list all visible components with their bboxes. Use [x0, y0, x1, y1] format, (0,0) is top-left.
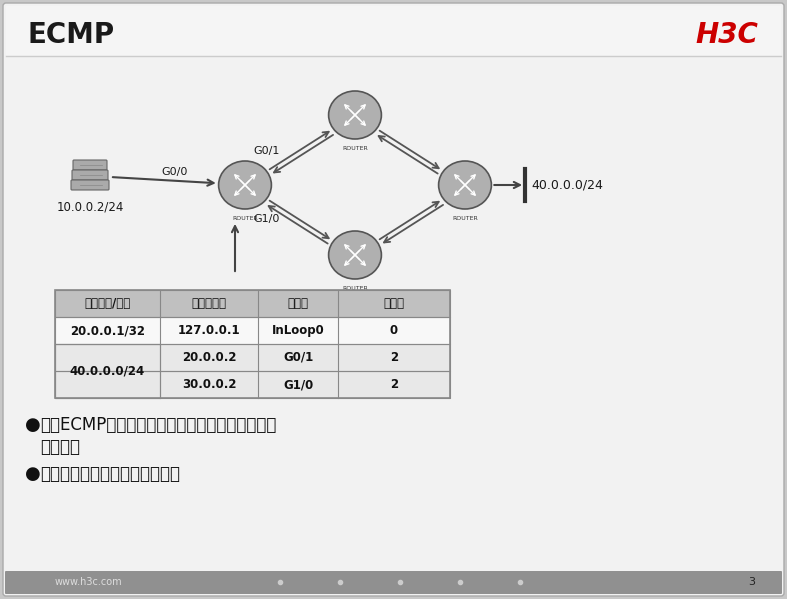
Ellipse shape [438, 161, 491, 209]
Text: 10.0.0.2/24: 10.0.0.2/24 [57, 200, 124, 213]
Bar [55, 371, 450, 398]
Text: 20.0.0.2: 20.0.0.2 [182, 351, 236, 364]
Text: 3: 3 [748, 577, 755, 587]
Text: 127.0.0.1: 127.0.0.1 [178, 324, 240, 337]
Text: ROUTER: ROUTER [452, 216, 478, 221]
Text: 度量値: 度量値 [383, 297, 405, 310]
FancyBboxPatch shape [3, 3, 784, 596]
Bar [55, 317, 450, 344]
FancyBboxPatch shape [72, 170, 108, 180]
Text: 分担方式有基于流和基于包两种: 分担方式有基于流和基于包两种 [40, 465, 180, 483]
Bar [55, 344, 160, 398]
Bar [6, 6, 781, 56]
Text: 下一跳地址: 下一跳地址 [191, 297, 227, 310]
Bar [55, 344, 450, 371]
Text: 0: 0 [390, 324, 398, 337]
Text: 目的地址/掩码: 目的地址/掩码 [84, 297, 131, 310]
Text: InLoop0: InLoop0 [272, 324, 324, 337]
Text: 20.0.0.1/32: 20.0.0.1/32 [70, 324, 145, 337]
Text: 负载分担: 负载分担 [40, 438, 80, 456]
Bar [55, 290, 450, 398]
FancyBboxPatch shape [71, 180, 109, 190]
Text: H3C: H3C [695, 21, 758, 49]
Text: ROUTER: ROUTER [342, 146, 368, 151]
Ellipse shape [219, 161, 272, 209]
Text: G0/1: G0/1 [253, 146, 279, 156]
Ellipse shape [329, 91, 382, 139]
Ellipse shape [329, 231, 382, 279]
Bar [55, 317, 450, 344]
Text: ●: ● [25, 465, 41, 483]
Text: G1/0: G1/0 [253, 214, 279, 224]
Text: ECMP: ECMP [28, 21, 115, 49]
Text: 40.0.0.0/24: 40.0.0.0/24 [531, 179, 603, 192]
FancyBboxPatch shape [5, 571, 782, 594]
Text: 出接口: 出接口 [287, 297, 309, 310]
Text: G1/0: G1/0 [283, 378, 313, 391]
Bar [55, 344, 160, 398]
FancyBboxPatch shape [73, 160, 107, 170]
Text: 2: 2 [390, 351, 398, 364]
Text: www.h3c.com: www.h3c.com [55, 577, 123, 587]
Text: G0/0: G0/0 [162, 167, 188, 177]
Bar [55, 344, 450, 371]
Text: 30.0.0.2: 30.0.0.2 [182, 378, 236, 391]
Text: 通过ECMP（多路径等値路由），系统可实现路由: 通过ECMP（多路径等値路由），系统可实现路由 [40, 416, 276, 434]
Text: ●: ● [25, 416, 41, 434]
Text: ROUTER: ROUTER [232, 216, 258, 221]
Text: 2: 2 [390, 378, 398, 391]
Bar [55, 290, 450, 317]
Text: 40.0.0.0/24: 40.0.0.0/24 [70, 365, 145, 377]
Bar [55, 371, 450, 398]
Text: ROUTER: ROUTER [342, 286, 368, 291]
Text: G0/1: G0/1 [283, 351, 313, 364]
Bar [55, 290, 450, 317]
